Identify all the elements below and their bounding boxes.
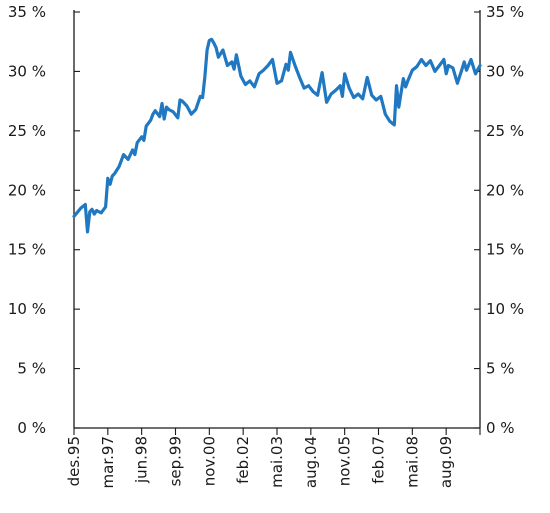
y-tick-label-left: 5 % <box>17 360 46 378</box>
y-tick-label-right: 5 % <box>486 360 515 378</box>
x-axis-labels: des.95 mar.97 jun.98 sep.99 nov.00 feb.02 mai.… <box>65 436 455 488</box>
y-tick-label-right: 10 % <box>486 300 524 318</box>
y-tick-label-right: 30 % <box>486 62 524 80</box>
x-tick-label: feb.02 <box>234 436 252 484</box>
series-line <box>72 37 482 234</box>
x-tick-label: mai.08 <box>403 436 421 488</box>
x-tick-label: nov.00 <box>200 436 218 486</box>
y-tick-label-left: 20 % <box>8 181 46 199</box>
y-tick-label-left: 30 % <box>8 62 46 80</box>
x-tick-label: des.95 <box>65 436 83 486</box>
x-tick-label: jun.98 <box>133 436 151 484</box>
y-tick-label-right: 25 % <box>486 122 524 140</box>
y-tick-label-left: 15 % <box>8 241 46 259</box>
y-axis-left-labels: 0 % 5 % 10 % 15 % 20 % 25 % 30 % 35 % <box>8 3 46 437</box>
x-tick-label: aug.04 <box>302 436 320 488</box>
x-tick-label: mar.97 <box>99 436 117 488</box>
x-tick-label: sep.99 <box>167 436 185 486</box>
y-tick-label-left: 0 % <box>17 419 46 437</box>
x-tick-label: mai.03 <box>268 436 286 488</box>
series-group <box>72 37 482 234</box>
x-tick-label: aug.09 <box>437 436 455 488</box>
x-tick-label: nov.05 <box>336 436 354 486</box>
y-tick-label-left: 35 % <box>8 3 46 21</box>
y-tick-label-left: 10 % <box>8 300 46 318</box>
y-tick-label-right: 35 % <box>486 3 524 21</box>
y-axis-right-labels: 0 % 5 % 10 % 15 % 20 % 25 % 30 % 35 % <box>486 3 524 437</box>
y-tick-label-right: 15 % <box>486 241 524 259</box>
chart-axes <box>73 10 481 435</box>
x-tick-label: feb.07 <box>370 436 388 484</box>
y-tick-label-right: 0 % <box>486 419 515 437</box>
y-tick-label-right: 20 % <box>486 181 524 199</box>
y-tick-label-left: 25 % <box>8 122 46 140</box>
